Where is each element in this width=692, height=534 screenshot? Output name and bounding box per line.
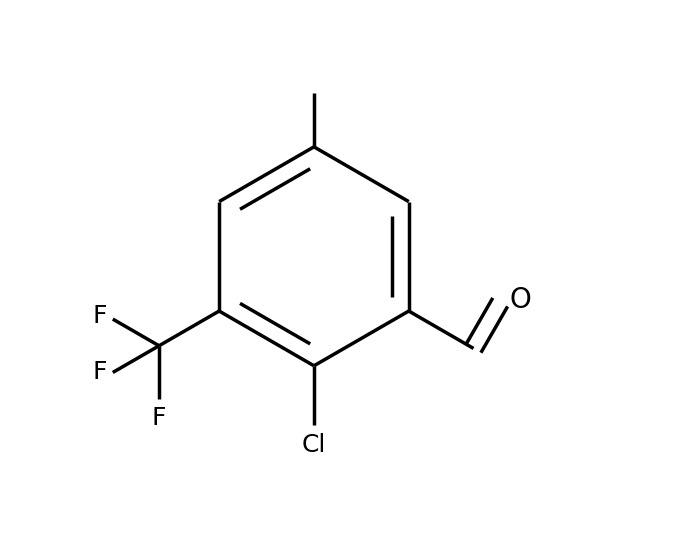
Text: O: O	[510, 286, 531, 313]
Text: F: F	[152, 406, 166, 429]
Text: F: F	[93, 304, 107, 328]
Text: Cl: Cl	[302, 433, 326, 457]
Text: F: F	[93, 360, 107, 384]
